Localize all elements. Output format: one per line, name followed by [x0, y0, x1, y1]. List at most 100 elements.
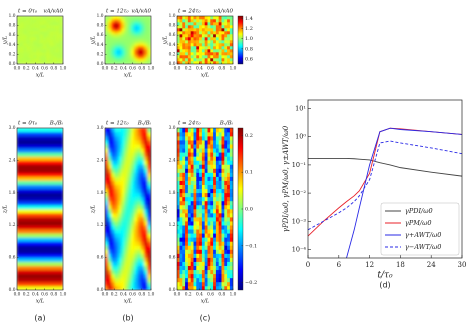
- heatmap-cell: [144, 204, 149, 210]
- x-tick-label: 0.8: [138, 293, 145, 298]
- heatmap-cell: [17, 18, 21, 23]
- panel-quantity: Bₓ/Bₜ: [137, 121, 152, 127]
- heatmap-cell: [227, 39, 231, 44]
- heatmap-cell: [210, 220, 214, 226]
- heatmap-cell: [114, 16, 119, 20]
- heatmap-cell: [229, 257, 233, 262]
- heatmap-cell: [39, 208, 44, 214]
- heatmap-cell: [207, 257, 211, 262]
- heatmap-cell: [130, 42, 135, 47]
- heatmap-cell: [19, 208, 24, 214]
- heatmap-cell: [49, 261, 54, 266]
- heatmap-cell: [105, 208, 109, 214]
- heatmap-cell: [23, 220, 28, 226]
- heatmap-cell: [229, 152, 233, 157]
- heatmap-cell: [29, 196, 34, 202]
- heatmap-cell: [147, 241, 151, 246]
- heatmap-cell: [140, 257, 145, 262]
- heatmap-cell: [224, 180, 228, 185]
- heatmap-cell: [221, 24, 225, 29]
- heatmap-cell: [227, 16, 231, 20]
- heatmap-cell: [42, 24, 47, 29]
- heatmap-cell: [207, 245, 211, 250]
- heatmap-cell: [59, 192, 63, 198]
- heatmap-cell: [147, 156, 151, 161]
- heatmap-cell: [134, 42, 139, 47]
- heatmap-cell: [199, 21, 203, 26]
- heatmap-cell: [39, 273, 44, 279]
- heatmap-cell: [107, 220, 112, 226]
- heatmap-cell: [190, 57, 195, 62]
- heatmap-cell: [105, 277, 109, 283]
- heatmap-cell: [215, 135, 220, 141]
- heatmap-cell: [224, 135, 228, 141]
- heatmap-cell: [107, 172, 112, 177]
- heatmap-cell: [227, 156, 231, 161]
- x-tick-label: 0.2: [185, 293, 192, 298]
- heatmap-cell: [204, 172, 209, 177]
- heatmap-cell: [117, 156, 122, 161]
- heatmap-cell: [207, 208, 211, 214]
- heatmap-cell: [107, 54, 112, 59]
- heatmap-cell: [134, 261, 139, 266]
- heatmap-cell: [182, 30, 186, 35]
- heatmap-cell: [52, 261, 57, 266]
- heatmap-cell: [213, 152, 217, 157]
- heatmap-cell: [182, 261, 186, 266]
- heatmap-cell: [196, 241, 200, 246]
- heatmap-cell: [107, 156, 112, 161]
- heatmap-cell: [105, 139, 109, 145]
- heatmap-cell: [19, 245, 24, 250]
- heatmap-cell: [221, 245, 225, 250]
- heatmap-cell: [130, 233, 135, 238]
- heatmap-cell: [59, 196, 63, 202]
- heatmap-cell: [42, 164, 47, 169]
- heatmap-cell: [201, 128, 206, 133]
- heatmap-cell: [201, 16, 206, 20]
- heatmap-cell: [213, 192, 217, 198]
- heatmap-cell: [177, 164, 181, 169]
- heatmap-cell: [213, 273, 217, 279]
- heatmap-cell: [177, 128, 181, 133]
- heatmap-cell: [215, 188, 220, 194]
- heatmap-cell: [137, 36, 142, 41]
- heatmap-cell: [201, 18, 206, 23]
- heatmap-cell: [199, 135, 203, 141]
- heatmap-cell: [124, 131, 129, 137]
- heatmap-cell: [17, 30, 21, 35]
- heatmap-cell: [140, 245, 145, 250]
- heatmap-cell: [137, 216, 142, 222]
- heatmap-cell: [49, 54, 54, 59]
- heatmap-cell: [215, 241, 220, 246]
- heatmap-cell: [137, 131, 142, 137]
- heatmap-cell: [59, 16, 63, 20]
- y-tick-label: 10¹: [295, 104, 306, 112]
- heatmap-cell: [213, 27, 217, 32]
- heatmap-cell: [134, 269, 139, 275]
- heatmap-cell: [213, 200, 217, 206]
- heatmap-cell: [107, 36, 112, 41]
- heatmap-cell: [229, 143, 233, 149]
- heatmap-cell: [193, 147, 197, 153]
- heatmap-cell: [42, 21, 47, 26]
- heatmap-cell: [23, 18, 28, 23]
- heatmap-cell: [17, 245, 21, 250]
- heatmap-cell: [36, 16, 41, 20]
- heatmap-cell: [177, 204, 181, 210]
- heatmap-cell: [187, 192, 192, 198]
- heatmap-cell: [137, 212, 142, 218]
- heatmap-cell: [229, 24, 233, 29]
- heatmap-cell: [130, 60, 135, 64]
- heatmap-cell: [114, 128, 119, 133]
- heatmap-cell: [229, 285, 233, 290]
- heatmap-cell: [39, 261, 44, 266]
- heatmap-cell: [224, 168, 228, 173]
- heatmap-cell: [144, 212, 149, 218]
- heatmap-cell: [193, 131, 197, 137]
- heatmap-cell: [201, 277, 206, 283]
- heatmap-cell: [111, 57, 116, 62]
- heatmap-cell: [201, 143, 206, 149]
- heatmap-cell: [117, 208, 122, 214]
- heatmap-cell: [114, 36, 119, 41]
- heatmap-cell: [215, 208, 220, 214]
